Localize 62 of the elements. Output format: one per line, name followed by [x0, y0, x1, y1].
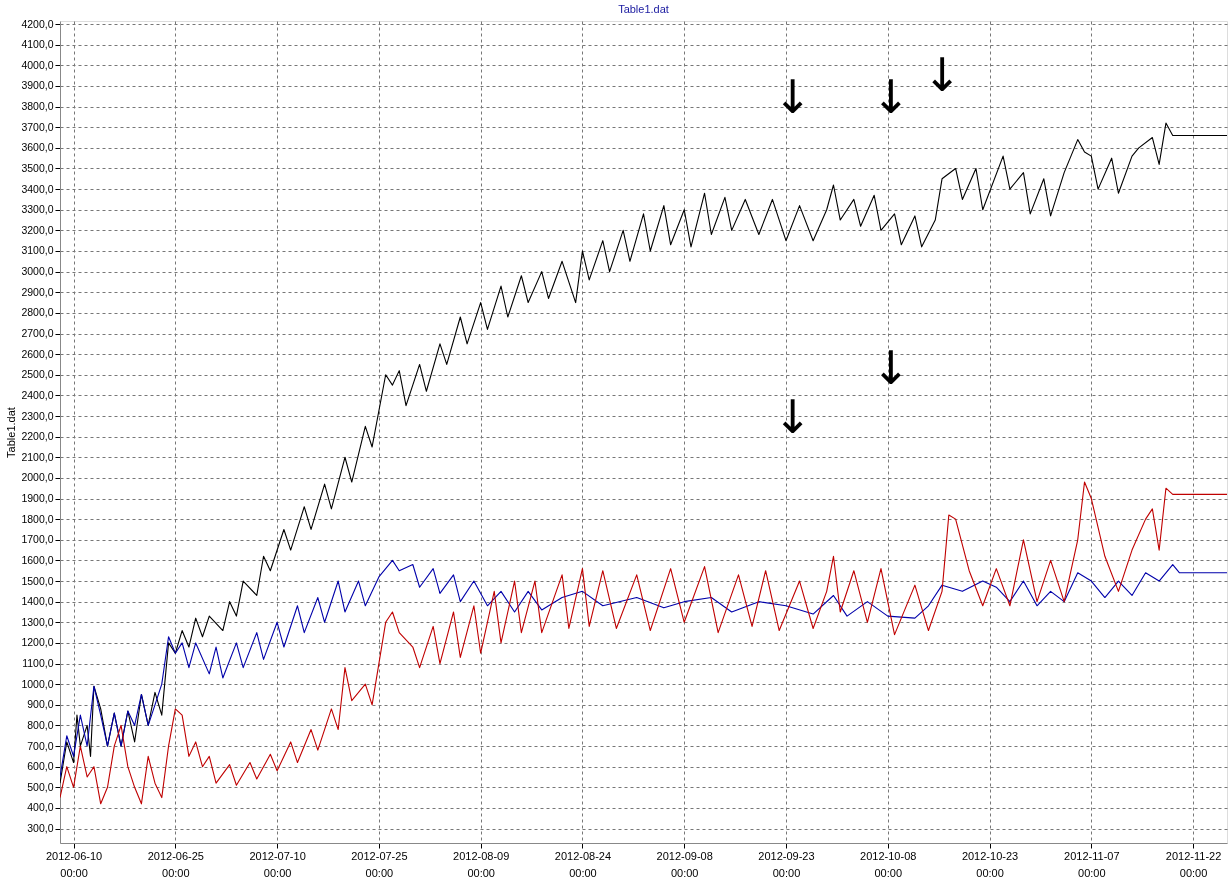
- y-tick-label: 2000,0: [21, 471, 54, 484]
- y-tick-label: 1900,0: [21, 492, 54, 505]
- y-tick-label: 3100,0: [21, 244, 54, 257]
- x-tick-label: 2012-10-08 00:00: [860, 849, 917, 879]
- y-tick-label: 1200,0: [21, 636, 54, 649]
- y-tick-label: 1500,0: [21, 574, 54, 587]
- y-tick-label: 2100,0: [21, 450, 54, 463]
- y-tick-label: 3800,0: [21, 100, 54, 113]
- x-tick-label: 2012-06-10 00:00: [45, 849, 103, 879]
- y-axis-title: Table1.dat: [5, 407, 18, 458]
- y-tick-label: 4000,0: [21, 58, 54, 71]
- y-tick-label: 2200,0: [21, 430, 54, 443]
- y-tick-label: 600,0: [27, 760, 54, 773]
- y-tick-label: 3500,0: [21, 161, 54, 174]
- annotation: ↓: [922, 47, 962, 102]
- y-tick-label: 1000,0: [21, 677, 54, 690]
- y-tick-label: 3000,0: [21, 265, 54, 278]
- y-tick-label: 2500,0: [21, 368, 54, 381]
- y-tick-label: 1300,0: [21, 615, 54, 628]
- y-tick-label: 400,0: [27, 801, 54, 814]
- x-tick-label: 2012-11-07 00:00: [1064, 849, 1120, 879]
- y-tick-label: 2800,0: [21, 306, 54, 319]
- y-tick-label: 800,0: [27, 718, 54, 731]
- annotation: ↓: [871, 70, 911, 125]
- y-tick-label: 2400,0: [21, 388, 54, 401]
- y-tick-label: 3900,0: [21, 79, 54, 92]
- y-tick-label: 3300,0: [21, 203, 54, 216]
- y-tick-label: 1700,0: [21, 533, 54, 546]
- x-tick-label: 2012-09-23 00:00: [758, 849, 815, 879]
- y-tick-label: 1400,0: [21, 595, 54, 608]
- y-tick-label: 2900,0: [21, 285, 54, 298]
- y-tick-label: 2700,0: [21, 327, 54, 339]
- y-tick-label: 2300,0: [21, 409, 54, 422]
- y-tick-label: 1800,0: [21, 512, 54, 525]
- line-series: [60, 481, 1227, 805]
- y-tick-label: 4200,0: [21, 17, 54, 30]
- line-series: [60, 122, 1227, 784]
- y-tick-label: 700,0: [27, 739, 54, 752]
- annotation: ↓: [773, 389, 813, 444]
- y-tick-label: 3700,0: [21, 120, 54, 133]
- x-tick-label: 2012-10-23 00:00: [961, 849, 1019, 879]
- x-tick-label: 2012-08-09 00:00: [453, 849, 510, 879]
- x-tick-label: 2012-06-25 00:00: [147, 849, 204, 879]
- y-tick-label: 3400,0: [21, 182, 54, 195]
- y-tick-label: 1600,0: [21, 553, 54, 566]
- annotation: ↓: [773, 70, 813, 125]
- line-series: [60, 559, 1227, 778]
- y-tick-label: 1100,0: [22, 657, 54, 670]
- x-tick-label: 2012-08-24 00:00: [554, 849, 612, 879]
- chart-title: Table1.dat: [618, 3, 669, 16]
- y-tick-label: 3200,0: [21, 223, 54, 236]
- y-tick-label: 500,0: [27, 780, 54, 793]
- annotation: ↓: [871, 340, 911, 395]
- y-tick-label: 2600,0: [21, 347, 54, 360]
- y-tick-label: 4100,0: [21, 38, 54, 51]
- y-tick-label: 300,0: [27, 822, 54, 835]
- x-tick-label: 2012-07-10 00:00: [249, 849, 306, 879]
- x-tick-label: 2012-09-08 00:00: [656, 849, 713, 879]
- y-tick-label: 3600,0: [21, 141, 54, 154]
- x-tick-label: 2012-07-25 00:00: [351, 849, 408, 879]
- y-tick-label: 900,0: [27, 698, 54, 711]
- x-tick-label: 2012-11-22 00:00: [1165, 849, 1222, 879]
